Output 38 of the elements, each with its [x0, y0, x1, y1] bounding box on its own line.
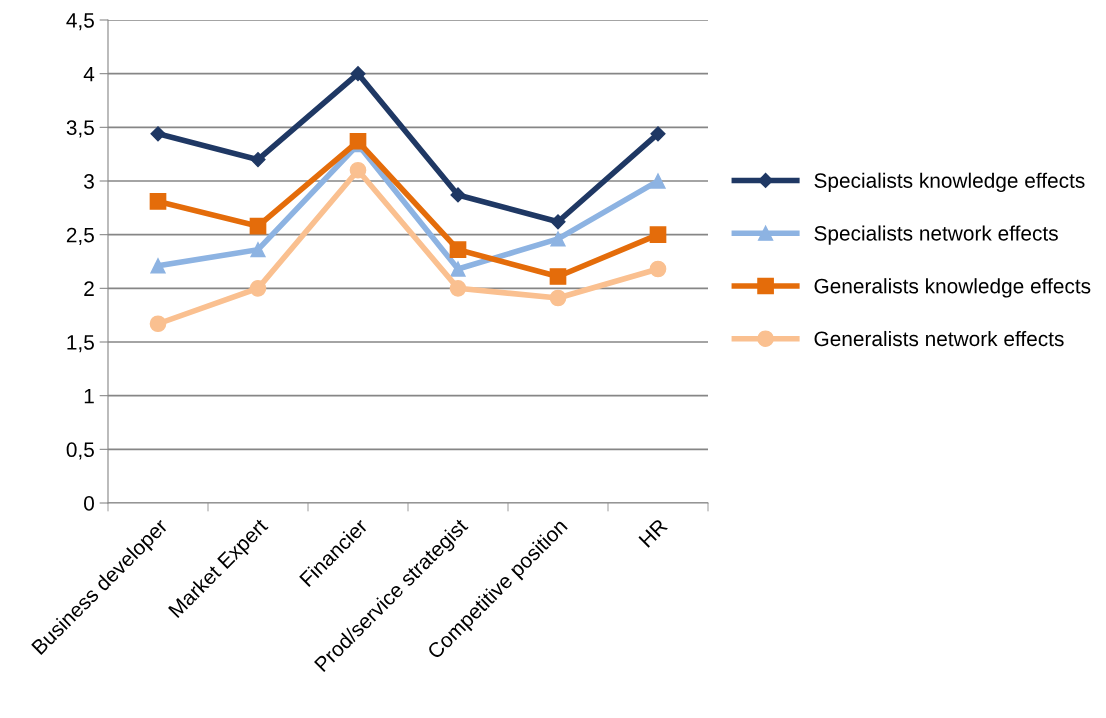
y-tick-label: 0 [84, 496, 94, 511]
point [250, 151, 266, 168]
y-tick-label: 1,5 [67, 335, 94, 353]
point [449, 279, 467, 297]
point [650, 126, 666, 142]
point [649, 226, 667, 244]
y-tick-label: 3,5 [66, 120, 94, 138]
y-tick-label: 0,5 [66, 442, 94, 460]
y-tick-label: 3 [84, 174, 94, 189]
legend-label: Specialists knowledge effects [814, 172, 1085, 193]
legend-label: Specialists network effects [814, 225, 1058, 245]
point [249, 217, 267, 235]
legend-label: Generalists network effects [814, 330, 1064, 347]
point [149, 315, 167, 333]
point [650, 173, 666, 189]
x-tick-label: HR [638, 518, 668, 548]
y-tick-label: 2,5 [66, 227, 94, 245]
point [550, 231, 566, 247]
point [349, 161, 367, 179]
point [549, 289, 567, 307]
y-tick-label: 4 [83, 66, 95, 82]
point [349, 132, 367, 150]
point [249, 279, 267, 297]
point [449, 241, 467, 259]
point [549, 268, 567, 285]
point [150, 258, 166, 274]
point [450, 187, 466, 203]
point [350, 66, 366, 82]
point [649, 260, 667, 278]
y-tick-label: 4,5 [66, 13, 94, 31]
y-tick-label: 1 [84, 388, 94, 404]
point [450, 261, 466, 277]
point [149, 193, 167, 210]
point [550, 214, 566, 230]
y-tick-label: 2 [84, 281, 94, 296]
point [150, 126, 166, 142]
legend-label: Generalists knowledge effects [814, 278, 1091, 298]
point [250, 242, 266, 258]
